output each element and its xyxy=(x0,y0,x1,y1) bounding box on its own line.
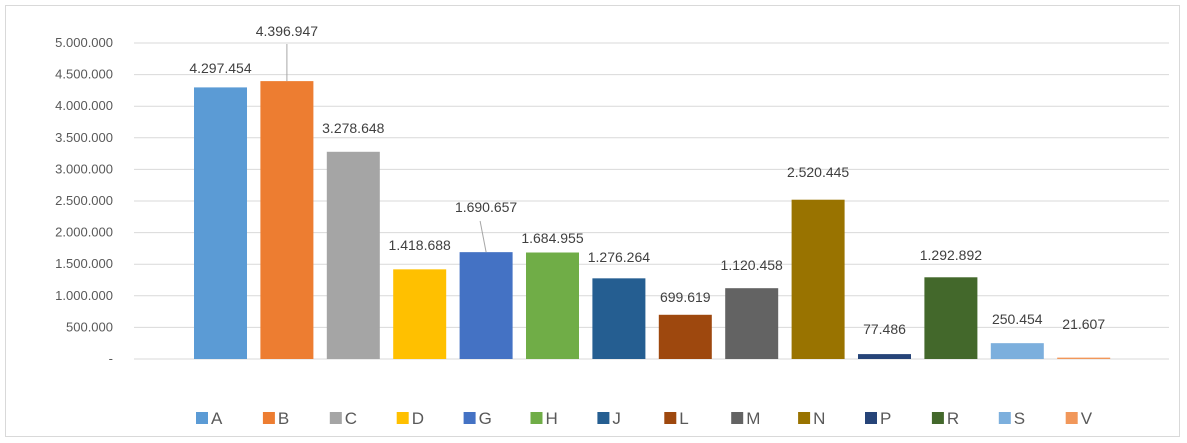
data-label-r: 1.292.892 xyxy=(920,247,982,263)
bar-l xyxy=(658,314,712,359)
legend-label-c: C xyxy=(345,409,357,428)
data-label-m: 1.120.458 xyxy=(721,257,783,273)
legend-swatch-s xyxy=(998,412,1011,424)
bar-n xyxy=(791,199,845,359)
data-label-l: 699.619 xyxy=(660,289,711,305)
bar-b xyxy=(260,81,314,360)
data-label-j: 1.276.264 xyxy=(588,249,650,265)
bars xyxy=(194,81,1111,360)
data-label-c: 3.278.648 xyxy=(322,120,384,136)
data-label-h: 1.684.955 xyxy=(521,230,583,246)
bar-g xyxy=(459,252,513,359)
y-tick-label: 1.500.000 xyxy=(55,256,113,271)
bar-d xyxy=(393,269,447,359)
y-axis: - 500.000 1.000.000 1.500.000 2.000.000 2.500… xyxy=(55,35,113,366)
data-labels: 4.297.454 4.396.947 3.278.648 1.418.688 1.69… xyxy=(189,23,1105,337)
legend-label-b: B xyxy=(278,409,289,428)
legend-swatch-j xyxy=(597,412,610,424)
bar-r xyxy=(924,277,978,359)
bar-a xyxy=(194,87,247,359)
y-tick-label: 2.000.000 xyxy=(55,225,113,240)
y-tick-label: 4.500.000 xyxy=(55,67,113,82)
data-label-g: 1.690.657 xyxy=(455,199,517,215)
bar-h xyxy=(526,252,579,359)
legend-label-n: N xyxy=(813,409,825,428)
bar-c xyxy=(326,151,380,359)
bar-chart: - 500.000 1.000.000 1.500.000 2.000.000 2.500… xyxy=(55,23,1169,428)
legend-label-v: V xyxy=(1081,409,1093,428)
legend-swatch-b xyxy=(262,412,275,424)
legend-swatch-r xyxy=(931,412,944,424)
bar-v xyxy=(1057,357,1111,359)
bar-s xyxy=(990,343,1044,359)
data-label-a: 4.297.454 xyxy=(189,60,251,76)
y-tick-label: 1.000.000 xyxy=(55,288,113,303)
legend-swatch-m xyxy=(731,412,744,424)
legend-label-h: H xyxy=(546,409,558,428)
bar-j xyxy=(592,278,646,359)
legend-swatch-a xyxy=(196,412,208,424)
y-tick-label: 4.000.000 xyxy=(55,98,113,113)
legend-label-p: P xyxy=(880,409,891,428)
data-label-v: 21.607 xyxy=(1062,316,1105,332)
legend-swatch-v xyxy=(1065,412,1078,424)
data-label-n: 2.520.445 xyxy=(787,164,849,180)
legend-label-g: G xyxy=(479,409,492,428)
legend-swatch-n xyxy=(798,412,811,424)
y-tick-label: 3.000.000 xyxy=(55,161,113,176)
data-label-b: 4.396.947 xyxy=(256,23,318,39)
legend-label-s: S xyxy=(1014,409,1025,428)
legend-swatch-d xyxy=(396,412,409,424)
y-tick-label: 5.000.000 xyxy=(55,35,113,50)
chart-area: - 500.000 1.000.000 1.500.000 2.000.000 2.500… xyxy=(5,5,1180,437)
y-tick-label: 3.500.000 xyxy=(55,130,113,145)
legend-label-d: D xyxy=(412,409,424,428)
data-label-s: 250.454 xyxy=(992,311,1043,327)
legend-swatch-c xyxy=(329,412,342,424)
y-tick-label: - xyxy=(109,351,113,366)
data-label-d: 1.418.688 xyxy=(389,237,451,253)
legend-label-a: A xyxy=(211,409,223,428)
legend-label-m: M xyxy=(746,409,760,428)
bar-p xyxy=(858,354,911,359)
y-tick-label: 2.500.000 xyxy=(55,193,113,208)
leader-line xyxy=(479,220,487,253)
bar-m xyxy=(725,288,779,359)
legend-label-r: R xyxy=(947,409,959,428)
legend-swatch-l xyxy=(664,412,677,424)
legend-swatch-g xyxy=(463,412,476,424)
legend-swatch-h xyxy=(530,412,543,424)
y-tick-label: 500.000 xyxy=(66,319,113,334)
legend-swatch-p xyxy=(865,412,877,424)
data-label-p: 77.486 xyxy=(863,321,906,337)
legend-label-j: J xyxy=(612,409,621,428)
legend-label-l: L xyxy=(679,409,688,428)
